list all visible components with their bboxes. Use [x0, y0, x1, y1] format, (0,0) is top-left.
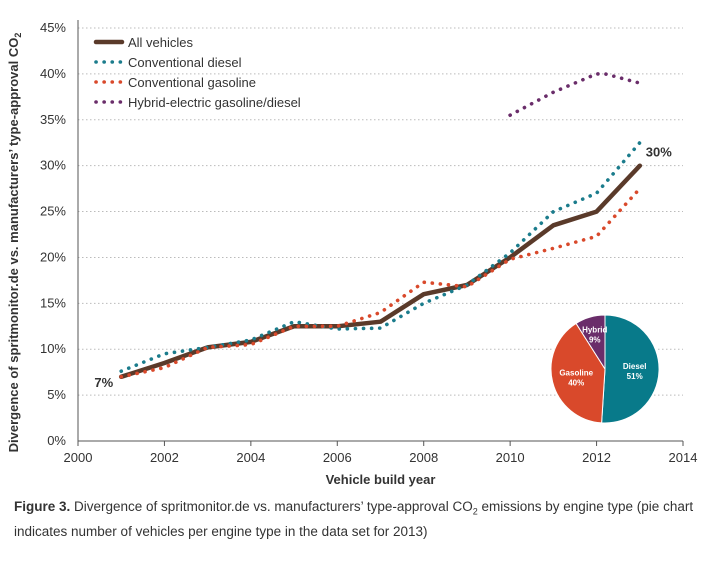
- series-line-1: [119, 140, 642, 374]
- pie-slice-2: [575, 314, 606, 371]
- chart-svg: 0%5%10%15%20%25%30%35%40%45% 2000 2002 200…: [6, 20, 698, 487]
- pie-slice-value-1: 40%: [568, 378, 584, 387]
- pie-slice-name-2: Hybrid: [582, 326, 607, 335]
- series-line-2: [119, 186, 642, 379]
- x-tick-label: 2012: [582, 450, 611, 465]
- legend-label-0: All vehicles: [128, 35, 194, 50]
- y-tick-label: 15%: [40, 295, 66, 310]
- y-tick-label: 20%: [40, 249, 66, 264]
- x-tick-label: 2010: [496, 450, 525, 465]
- x-tick-label: 2004: [236, 450, 265, 465]
- y-tick-label: 35%: [40, 112, 66, 127]
- pie-slice-name-1: Gasoline: [559, 368, 593, 377]
- y-axis-ticks: 0% 5% 10% 15% 20% 25% 30% 35% 40% 45%: [40, 20, 66, 448]
- x-axis-title: Vehicle build year: [326, 472, 436, 487]
- pie-slice-0: [601, 314, 660, 424]
- y-tick-label: 40%: [40, 66, 66, 81]
- axes: [77, 20, 683, 442]
- y-tick-label: 0%: [47, 433, 66, 448]
- caption-text-2: emissions by engine type (pie chart indi…: [14, 499, 694, 539]
- x-axis-ticks: 2000 2002 2004 2006 2008 2010 2012 2014: [64, 441, 698, 465]
- y-tick-label: 10%: [40, 341, 66, 356]
- legend: All vehicles Conventional diesel Conventio…: [93, 35, 301, 110]
- x-tick-label: 2006: [323, 450, 352, 465]
- pie-slice-value-2: 9%: [589, 336, 601, 345]
- y-tick-label: 30%: [40, 158, 66, 173]
- figure-caption: Figure 3. Divergence of spritmonitor.de …: [14, 497, 694, 542]
- series-lines: [118, 72, 643, 380]
- caption-sub: 2: [472, 506, 478, 517]
- y-tick-label: 25%: [40, 204, 66, 219]
- x-tick-label: 2002: [150, 450, 179, 465]
- pie-slice-value-0: 51%: [627, 372, 643, 381]
- pie-slice-name-0: Diesel: [623, 362, 647, 371]
- legend-label-3: Hybrid-electric gasoline/diesel: [128, 95, 301, 110]
- caption-prefix: Figure 3.: [14, 499, 71, 514]
- x-tick-label: 2008: [409, 450, 438, 465]
- caption-text-1: Divergence of spritmonitor.de vs. manufa…: [70, 499, 473, 514]
- legend-label-1: Conventional diesel: [128, 55, 242, 70]
- end-label-0: 7%: [94, 375, 113, 390]
- y-axis-title-subscript: 2: [13, 33, 23, 38]
- x-tick-label: 2014: [669, 450, 698, 465]
- y-tick-label: 5%: [47, 387, 66, 402]
- end-label-1: 30%: [646, 145, 672, 160]
- legend-label-2: Conventional gasoline: [128, 75, 256, 90]
- x-tick-label: 2000: [64, 450, 93, 465]
- series-line-3: [508, 72, 642, 117]
- y-tick-label: 45%: [40, 20, 66, 35]
- y-axis-title: Divergence of spritmonitor.de vs. manufa…: [6, 33, 23, 453]
- end-labels: 7% 30%: [94, 145, 672, 390]
